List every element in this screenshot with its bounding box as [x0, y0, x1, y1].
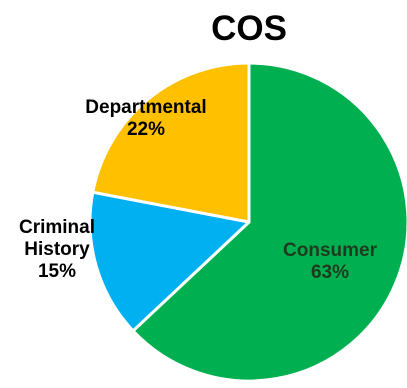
- slice-label-consumer: Consumer 63%: [283, 240, 378, 283]
- slice-label-criminal: Criminal History 15%: [19, 217, 95, 282]
- pie-slices: [88, 61, 407, 383]
- pie-slice-criminal: [88, 190, 251, 333]
- pie-slice-departmental: [91, 61, 251, 224]
- slice-label-departmental: Departmental 22%: [85, 97, 206, 140]
- pie-slice-consumer: [131, 61, 407, 383]
- slice-labels: Consumer 63% Criminal History 15% Departmenta…: [19, 97, 378, 283]
- chart-title: COS: [211, 9, 287, 48]
